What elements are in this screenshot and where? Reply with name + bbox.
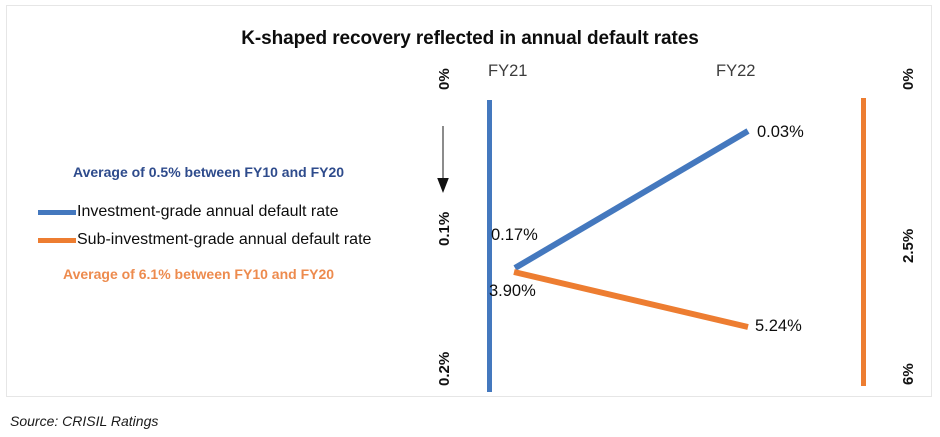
column-header-fy21: FY21: [488, 62, 528, 80]
chart-frame: [6, 5, 932, 397]
legend-swatch-icon-investment-grade: [38, 209, 76, 215]
value-label-ig-fy21: 0.17%: [491, 226, 538, 244]
right-axis-tick-2: 6%: [900, 363, 917, 385]
legend-note-investment-grade-average: Average of 0.5% between FY10 and FY20: [73, 164, 345, 180]
right-axis-tick-0: 0%: [900, 68, 917, 90]
legend-label-sub-investment-grade: Sub-investment-grade annual default rate: [77, 231, 372, 248]
page-title: K-shaped recovery reflected in annual de…: [241, 28, 699, 49]
right-axis-scale-bar: [861, 98, 866, 386]
left-axis-tick-2: 0.2%: [436, 351, 453, 386]
legend-swatch-icon-sub-investment-grade: [38, 237, 76, 243]
left-axis-scale-bar: [487, 100, 492, 392]
source-note: Source: CRISIL Ratings: [10, 413, 159, 429]
value-label-sig-fy21: 3.90%: [489, 282, 536, 300]
left-axis-tick-1: 0.1%: [436, 211, 453, 246]
value-label-sig-fy22: 5.24%: [755, 317, 802, 335]
legend-item-investment-grade: Investment-grade annual default rate: [38, 203, 339, 221]
down-arrow-icon: [435, 126, 451, 194]
legend-label-investment-grade: Investment-grade annual default rate: [77, 203, 339, 220]
value-label-ig-fy22: 0.03%: [757, 123, 804, 141]
column-header-fy22: FY22: [716, 62, 756, 80]
right-axis-tick-1: 2.5%: [900, 228, 917, 263]
legend-note-sub-investment-grade-average: Average of 6.1% between FY10 and FY20: [63, 266, 335, 282]
legend-item-sub-investment-grade: Sub-investment-grade annual default rate: [38, 231, 371, 249]
left-axis-tick-0: 0%: [436, 68, 453, 90]
